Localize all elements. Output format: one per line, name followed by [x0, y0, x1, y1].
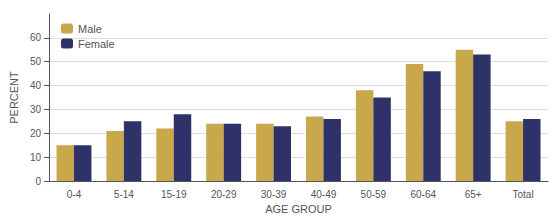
svg-text:20: 20	[30, 128, 42, 139]
svg-text:60: 60	[30, 32, 42, 43]
svg-text:50: 50	[30, 56, 42, 67]
svg-text:60-64: 60-64	[410, 189, 436, 200]
svg-text:40: 40	[30, 80, 42, 91]
svg-text:20-29: 20-29	[211, 189, 237, 200]
svg-text:Female: Female	[78, 38, 115, 50]
svg-text:0: 0	[35, 176, 41, 187]
svg-text:30: 30	[30, 104, 42, 115]
svg-text:65+: 65+	[465, 189, 482, 200]
svg-text:Male: Male	[78, 23, 102, 35]
svg-text:Total: Total	[512, 189, 533, 200]
svg-text:PERCENT: PERCENT	[8, 71, 20, 124]
svg-text:30-39: 30-39	[261, 189, 287, 200]
svg-text:10: 10	[30, 152, 42, 163]
svg-text:5-14: 5-14	[114, 189, 134, 200]
svg-text:50-59: 50-59	[361, 189, 387, 200]
svg-text:AGE GROUP: AGE GROUP	[265, 203, 332, 215]
svg-text:15-19: 15-19	[161, 189, 187, 200]
svg-text:40-49: 40-49	[311, 189, 337, 200]
svg-text:0-4: 0-4	[67, 189, 82, 200]
